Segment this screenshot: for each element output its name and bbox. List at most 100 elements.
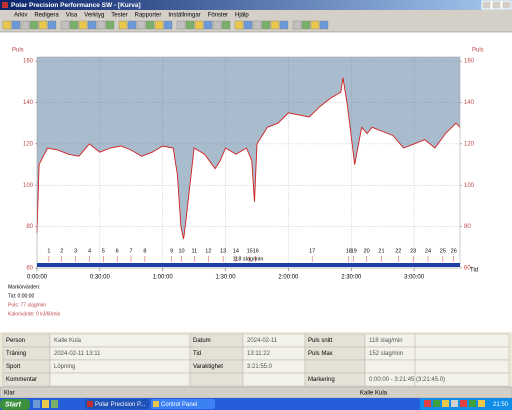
- tray-icon[interactable]: [460, 400, 467, 407]
- tray-icon[interactable]: [442, 400, 449, 407]
- menu-item[interactable]: Hjälp: [235, 13, 249, 19]
- menu-item[interactable]: Tester: [111, 13, 127, 19]
- y2-tick-label: 140: [464, 100, 475, 106]
- toolbar-button[interactable]: [261, 20, 271, 30]
- quick-launch-icon[interactable]: [51, 400, 58, 408]
- toolbar-button[interactable]: [29, 20, 39, 30]
- lap-label: 5: [102, 248, 105, 254]
- toolbar-button[interactable]: [145, 20, 155, 30]
- toolbar-button[interactable]: [176, 20, 186, 30]
- toolbar-button[interactable]: [47, 20, 57, 30]
- lap-label: 11: [192, 248, 198, 254]
- toolbar-button[interactable]: [279, 20, 289, 30]
- y-tick-label: 140: [23, 100, 34, 106]
- toolbar-button[interactable]: [310, 20, 320, 30]
- field-label: Tid: [193, 351, 201, 357]
- y-tick-label: 80: [26, 224, 33, 230]
- toolbar-button[interactable]: [194, 20, 204, 30]
- field-label: Markering: [308, 377, 335, 383]
- field-label: Person: [6, 338, 25, 344]
- toolbar-button[interactable]: [203, 20, 213, 30]
- tray-icon[interactable]: [424, 400, 431, 407]
- lap-label: 24: [425, 248, 431, 254]
- x-tick-label: 2:00:00: [278, 275, 299, 281]
- lap-label: 12: [205, 248, 211, 254]
- task-icon: [153, 401, 159, 407]
- start-button[interactable]: [0, 399, 30, 410]
- toolbar-button[interactable]: [163, 20, 173, 30]
- toolbar-button[interactable]: [292, 20, 302, 30]
- toolbar-button[interactable]: [127, 20, 137, 30]
- toolbar-button[interactable]: [11, 20, 21, 30]
- toolbar-button[interactable]: [2, 20, 12, 30]
- x-axis-title: Tid: [470, 268, 478, 274]
- tray-icon[interactable]: [433, 400, 440, 407]
- toolbar-button[interactable]: [78, 20, 88, 30]
- toolbar-button[interactable]: [87, 20, 97, 30]
- tray-icon[interactable]: [469, 400, 476, 407]
- toolbar-button[interactable]: [20, 20, 30, 30]
- lap-label: 23: [410, 248, 416, 254]
- y-axis-title: Puls: [12, 48, 24, 54]
- y2-tick-label: 160: [464, 59, 475, 65]
- status-left: Klar: [4, 391, 15, 397]
- tray-icon[interactable]: [451, 400, 458, 407]
- toolbar-button[interactable]: [118, 20, 128, 30]
- lap-label: 2: [60, 248, 63, 254]
- y2-tick-label: 80: [464, 224, 471, 230]
- x-tick-label: 0:30:00: [90, 275, 111, 281]
- toolbar-button[interactable]: [154, 20, 164, 30]
- menu-item[interactable]: Verktyg: [84, 13, 104, 19]
- menu-item[interactable]: Rapporter: [135, 13, 162, 19]
- menu-item[interactable]: Redigera: [34, 13, 59, 19]
- plot-frame: [36, 56, 461, 269]
- field-value: 2024-02-11: [247, 338, 278, 344]
- lap-label: 18: [346, 248, 352, 254]
- toolbar-button[interactable]: [136, 20, 146, 30]
- lap-label: 10: [178, 248, 184, 254]
- toolbar-button[interactable]: [96, 20, 106, 30]
- menu-item[interactable]: Arkiv: [14, 13, 27, 19]
- tray-icon[interactable]: [478, 400, 485, 407]
- close-button[interactable]: [501, 0, 512, 10]
- minimize-button[interactable]: [481, 0, 492, 10]
- clock: 21:50: [493, 402, 509, 408]
- menu-item[interactable]: Fönster: [208, 13, 228, 19]
- field-label: Varaktighet: [193, 364, 223, 370]
- lap-label: 9: [170, 248, 173, 254]
- toolbar-button[interactable]: [105, 20, 115, 30]
- maximize-button[interactable]: [491, 0, 502, 10]
- task-icon: [87, 401, 93, 407]
- lap-label: 7: [129, 248, 132, 254]
- toolbar-button[interactable]: [243, 20, 253, 30]
- menu-item[interactable]: Visa: [66, 13, 78, 19]
- task-button[interactable]: [151, 399, 215, 409]
- quick-launch-icon[interactable]: [42, 400, 49, 408]
- toolbar-button[interactable]: [234, 20, 244, 30]
- toolbar-button[interactable]: [270, 20, 280, 30]
- y-tick-label: 120: [23, 141, 34, 147]
- toolbar-button[interactable]: [212, 20, 222, 30]
- field-value: 0:00:00 - 3:21:45 (3:21:45.0): [369, 377, 445, 383]
- toolbar-button[interactable]: [38, 20, 48, 30]
- toolbar-button[interactable]: [252, 20, 262, 30]
- quick-launch-icon[interactable]: [33, 400, 40, 408]
- task-button[interactable]: [85, 399, 149, 409]
- toolbar-button[interactable]: [60, 20, 70, 30]
- toolbar-button[interactable]: [69, 20, 79, 30]
- toolbar-button[interactable]: [185, 20, 195, 30]
- lap-label: 14: [233, 248, 239, 254]
- toolbar-button[interactable]: [221, 20, 231, 30]
- field-value: Löpning: [54, 364, 75, 370]
- lap-label: 4: [88, 248, 91, 254]
- label-cell: [189, 372, 244, 387]
- toolbar-button[interactable]: [319, 20, 329, 30]
- menu-item[interactable]: Inställningar: [168, 13, 200, 19]
- app-icon: [2, 2, 8, 8]
- field-label: Sport: [6, 364, 21, 370]
- empty-cell: [414, 333, 510, 348]
- cursor-line: Kalorivärde: 0 kJ/60min: [8, 311, 60, 317]
- toolbar-button[interactable]: [301, 20, 311, 30]
- field-label: Träning: [6, 351, 26, 357]
